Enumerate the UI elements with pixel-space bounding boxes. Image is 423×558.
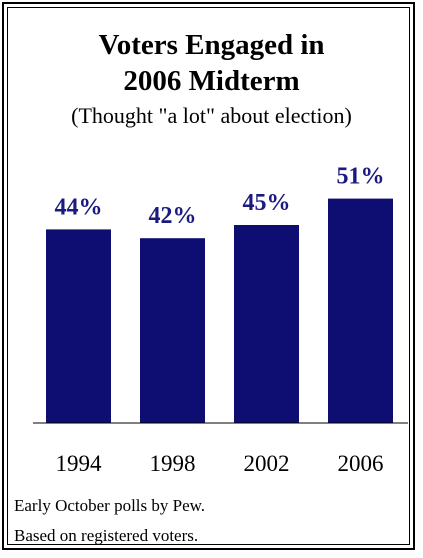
- tick-label-group: 1994 1998 2002 2006: [56, 451, 384, 476]
- outer-frame: [2, 2, 415, 550]
- footnote-source: Early October polls by Pew.: [14, 496, 206, 515]
- data-label-1998: 42%: [149, 203, 197, 229]
- bar-2006: [328, 198, 393, 423]
- bar-2002: [234, 225, 299, 423]
- data-label-2002: 45%: [243, 190, 291, 216]
- inner-frame: [7, 7, 410, 545]
- chart-subtitle: (Thought "a lot" about election): [71, 103, 352, 128]
- bar-group: [46, 198, 393, 423]
- x-tick-label-2006: 2006: [338, 451, 384, 476]
- bar-1998: [140, 238, 205, 423]
- data-label-2006: 51%: [337, 164, 385, 190]
- x-tick-label-1994: 1994: [56, 451, 103, 476]
- x-tick-label-2002: 2002: [244, 451, 290, 476]
- chart-title-line2: 2006 Midterm: [123, 65, 300, 97]
- footnote-base: Based on registered voters.: [14, 526, 199, 545]
- data-label-group: 44% 42% 45% 51%: [55, 164, 385, 230]
- chart-title-line1: Voters Engaged in: [98, 29, 325, 61]
- data-label-1994: 44%: [55, 194, 103, 220]
- bar-1994: [46, 229, 111, 423]
- x-tick-label-1998: 1998: [150, 451, 196, 476]
